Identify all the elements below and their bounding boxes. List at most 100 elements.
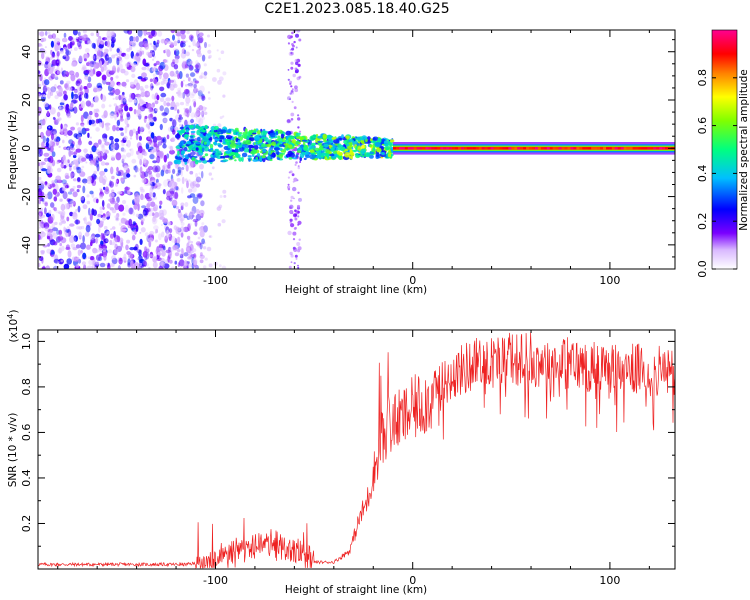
noise-blob — [183, 112, 187, 116]
noise-blob — [39, 73, 43, 82]
band-blob — [325, 149, 330, 153]
noise-haze — [221, 265, 227, 269]
noise-blob — [101, 200, 105, 207]
band-blob — [261, 155, 266, 159]
noise-haze — [80, 168, 84, 172]
noise-blob — [89, 110, 93, 116]
noise-blob — [73, 235, 79, 242]
noise-haze — [145, 247, 150, 252]
noise-blob — [105, 262, 109, 266]
noise-blob — [178, 114, 182, 118]
noise-haze — [222, 189, 227, 194]
noise-blob — [131, 234, 136, 241]
noise-blob — [181, 187, 184, 194]
noise-blob — [194, 80, 199, 84]
band-blob — [202, 129, 206, 133]
streak-blob — [297, 266, 300, 269]
noise-blob — [177, 236, 181, 244]
noise-blob — [47, 87, 52, 95]
noise-blob — [93, 62, 97, 71]
noise-haze — [173, 107, 178, 112]
carrier-segment — [641, 147, 645, 150]
noise-blob — [69, 165, 72, 172]
carrier-segment — [514, 147, 518, 150]
noise-haze — [38, 31, 41, 36]
noise-haze — [179, 123, 182, 127]
band-blob — [350, 152, 355, 157]
noise-blob — [198, 118, 204, 125]
noise-blob — [54, 37, 61, 44]
noise-haze — [84, 48, 90, 53]
noise-blob — [60, 123, 63, 130]
noise-haze — [58, 222, 63, 226]
noise-haze — [191, 48, 195, 52]
band-blob — [174, 155, 178, 160]
noise-haze — [169, 247, 175, 252]
noise-blob — [69, 188, 75, 192]
noise-haze — [110, 155, 115, 160]
noise-blob — [155, 228, 159, 234]
noise-blob — [138, 113, 142, 120]
noise-haze — [148, 180, 153, 185]
carrier-segment — [635, 147, 639, 150]
noise-haze — [175, 91, 179, 95]
noise-haze — [78, 226, 82, 230]
noise-blob — [147, 210, 154, 217]
noise-blob — [89, 256, 95, 261]
noise-haze — [198, 172, 201, 175]
noise-blob — [80, 114, 84, 123]
noise-blob — [116, 235, 121, 243]
noise-haze — [144, 43, 149, 47]
noise-haze — [207, 49, 212, 54]
noise-blob — [177, 249, 181, 253]
noise-haze — [99, 210, 103, 214]
band-blob — [287, 144, 293, 149]
noise-haze — [51, 254, 56, 259]
carrier-segment — [393, 147, 396, 150]
band-blob — [225, 135, 233, 140]
noise-blob — [80, 196, 86, 204]
noise-blob — [78, 95, 81, 101]
noise-blob — [47, 191, 53, 200]
band-blob — [269, 146, 274, 150]
noise-blob — [166, 153, 170, 159]
noise-haze — [40, 188, 44, 192]
noise-haze — [136, 109, 141, 114]
noise-blob — [163, 217, 169, 225]
colorbar-tick-label: 0.4 — [696, 165, 709, 183]
noise-blob — [64, 159, 71, 167]
noise-haze — [91, 99, 96, 103]
carrier-segment — [529, 147, 533, 150]
noise-haze — [167, 126, 173, 132]
noise-haze — [65, 135, 68, 138]
band-blob — [209, 143, 214, 149]
carrier-segment — [555, 147, 559, 150]
noise-blob — [159, 205, 162, 209]
noise-haze — [127, 165, 130, 168]
noise-blob — [77, 249, 81, 256]
noise-blob — [96, 218, 101, 225]
noise-blob — [154, 100, 159, 105]
noise-blob — [72, 200, 76, 207]
noise-blob — [137, 203, 140, 211]
streak-blob — [293, 262, 296, 265]
noise-haze — [75, 143, 81, 149]
noise-blob — [63, 94, 68, 101]
noise-blob — [201, 238, 206, 245]
noise-blob — [187, 195, 192, 199]
noise-blob — [126, 112, 131, 118]
noise-haze — [108, 249, 112, 254]
noise-blob — [96, 163, 100, 172]
noise-haze — [131, 158, 137, 164]
noise-blob — [177, 92, 184, 98]
noise-blob — [195, 176, 202, 183]
noise-blob — [53, 207, 57, 212]
noise-blob — [95, 160, 100, 168]
noise-haze — [109, 94, 112, 97]
carrier-segment — [481, 147, 485, 150]
noise-haze — [208, 97, 211, 100]
noise-blob — [94, 112, 99, 118]
noise-blob — [141, 72, 147, 78]
noise-haze — [146, 33, 150, 36]
noise-haze — [210, 177, 214, 181]
